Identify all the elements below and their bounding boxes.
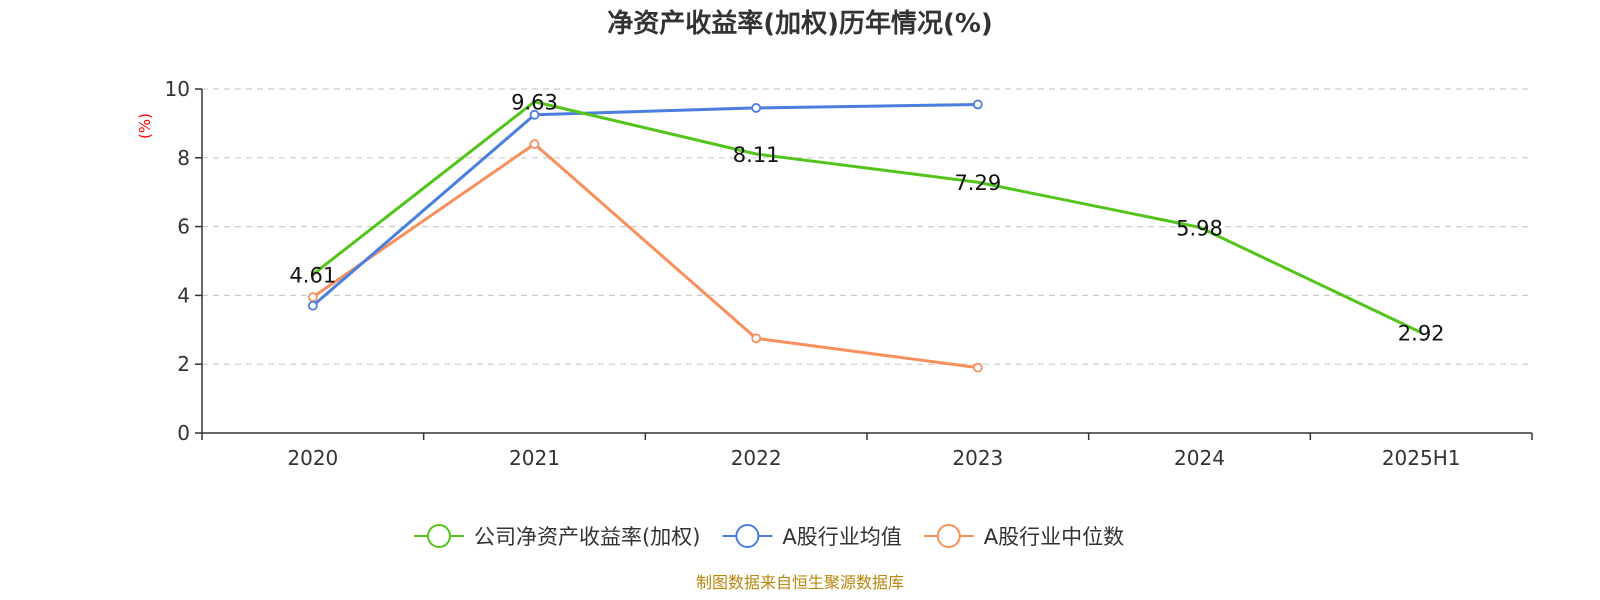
legend-marker [936,524,961,548]
y-tick-label: 0 [177,421,190,445]
y-tick-label: 10 [165,77,190,101]
x-tick-label: 2020 [287,446,338,470]
legend-item[interactable]: A股行业均值 [722,524,902,549]
y-tick-label: 4 [177,283,190,307]
data-label: 5.98 [1176,216,1223,240]
x-tick-label: 2025H1 [1382,446,1461,470]
data-source-note: 制图数据来自恒生聚源数据库 [696,573,904,592]
data-point [529,139,540,149]
y-tick-label: 2 [177,352,190,376]
y-tick-label: 6 [177,215,190,239]
legend-item[interactable]: A股行业中位数 [923,524,1124,549]
data-point [307,292,318,303]
data-point [307,300,318,311]
data-label: 9.63 [511,91,558,115]
axes: 0 2 4 6 8 10 2020 2021 2022 2023 2024 2025H1 [165,77,1533,470]
data-point [751,103,762,113]
x-tick-label: 2021 [509,446,560,470]
series-line [311,100,1422,334]
x-tick-label: 2023 [952,446,1003,470]
y-axis-unit-label: (%) [136,113,154,139]
legend-marker [735,524,760,548]
legend-label: 公司净资产收益率(加权) [474,525,700,549]
legend-item[interactable]: 公司净资产收益率(加权) [414,524,700,549]
grid-lines [202,88,1532,365]
data-point [972,99,983,110]
x-tick-label: 2022 [731,446,782,470]
data-point [751,333,762,344]
chart-title: 净资产收益率(加权)历年情况(%) [607,8,993,39]
data-label: 4.61 [289,263,336,287]
legend-label: A股行业均值 [782,525,901,549]
data-label: 8.11 [733,143,780,167]
legend-marker [427,524,451,548]
data-point [972,362,983,373]
series-line [311,142,979,370]
data-labels: 4.61 9.63 8.11 7.29 5.98 2.92 [289,91,1444,346]
legend: 公司净资产收益率(加权) A股行业均值 A股行业中位数 [414,524,1124,549]
data-point [529,109,540,120]
legend-label: A股行业中位数 [984,525,1124,549]
data-label: 2.92 [1398,322,1445,346]
series-lines [307,99,1422,373]
data-label: 7.29 [954,171,1001,195]
y-tick-label: 8 [177,146,190,170]
x-tick-label: 2024 [1174,446,1225,470]
series-line [311,102,978,307]
